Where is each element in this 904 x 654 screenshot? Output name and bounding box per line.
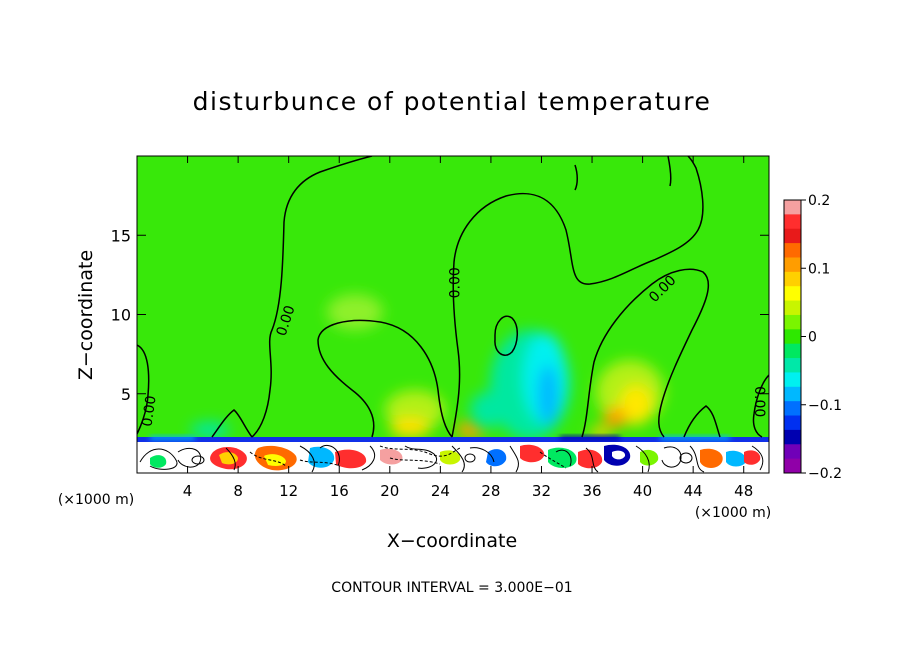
plot-area: 0.000.000.00 0.000.00: [137, 156, 769, 473]
x-tick-label: 48: [734, 482, 753, 500]
contour-interval-note: CONTOUR INTERVAL = 3.000E−01: [331, 580, 572, 596]
colorbar-swatch: [784, 372, 801, 388]
y-tick-label: 10: [111, 306, 131, 325]
inversion-band-highlights: [150, 436, 730, 441]
x-tick-label: 20: [380, 482, 399, 500]
colorbar-swatch: [784, 415, 801, 431]
colorbar-swatch: [784, 329, 801, 345]
colorbar-swatch: [784, 214, 801, 230]
colorbar-swatch: [784, 300, 801, 316]
x-tick-label: 44: [684, 482, 703, 500]
x-axis: 4 8 12 16 20 24 28 32 36 40 44 48: [183, 156, 753, 500]
colorbar: 0.2 0.1 0 −0.1 −0.2: [783, 193, 842, 482]
colorbar-swatch: [784, 429, 801, 445]
colorbar-swatch: [784, 401, 801, 417]
x-tick-label: 8: [233, 482, 243, 500]
x-tick-label: 36: [582, 482, 601, 500]
contour-label: 0.00: [140, 395, 160, 428]
x-tick-label: 32: [532, 482, 551, 500]
y-tick-label: 5: [121, 385, 131, 404]
colorbar-tick-label: 0.2: [808, 193, 830, 209]
boundary-layer-contours: [139, 444, 764, 473]
colorbar-swatch: [784, 314, 801, 330]
x-axis-label: X−coordinate: [387, 530, 517, 552]
colorbar-swatch: [784, 257, 801, 273]
x-tick-label: 28: [481, 482, 500, 500]
colorbar-swatch: [784, 200, 801, 215]
boundary-layer-patches: [150, 444, 761, 471]
colorbar-tick-label: 0.1: [808, 261, 830, 277]
contour-label: 0.00: [751, 386, 767, 417]
contour-label: 0.00: [448, 267, 464, 298]
colorbar-swatch: [784, 358, 801, 373]
x-tick-label: 4: [183, 482, 193, 500]
warm-anomaly-regions: [327, 294, 664, 439]
cool-anomaly-regions: [190, 330, 570, 440]
inversion-band: [137, 437, 769, 442]
boundary-layer-dashed-contours: [249, 445, 567, 469]
colorbar-swatch: [784, 271, 801, 287]
colorbar-swatch: [784, 243, 801, 258]
colorbar-swatch: [784, 286, 801, 302]
y-tick-label: 15: [111, 226, 131, 245]
plot-background: [137, 156, 769, 473]
zero-contours: [137, 156, 769, 438]
colorbar-swatch: [784, 386, 801, 402]
colorbar-swatch: [784, 444, 801, 460]
x-tick-label: 40: [633, 482, 652, 500]
colorbar-tick-label: 0: [808, 330, 817, 346]
y-axis: 5 10 15: [111, 226, 769, 404]
colorbar-tick-label: −0.2: [808, 466, 842, 482]
y-axis-label: Z−coordinate: [75, 250, 97, 380]
colorbar-swatch: [784, 343, 801, 359]
x-tick-label: 24: [431, 482, 450, 500]
chart-title: disturbunce of potential temperature: [193, 87, 712, 116]
x-unit-right: (×1000 m): [695, 505, 771, 521]
colorbar-swatch: [784, 228, 801, 244]
x-tick-label: 16: [330, 482, 349, 500]
x-unit-left: (×1000 m): [58, 492, 134, 508]
colorbar-swatch: [784, 458, 801, 474]
x-tick-label: 12: [279, 482, 298, 500]
colorbar-tick-label: −0.1: [808, 398, 842, 414]
